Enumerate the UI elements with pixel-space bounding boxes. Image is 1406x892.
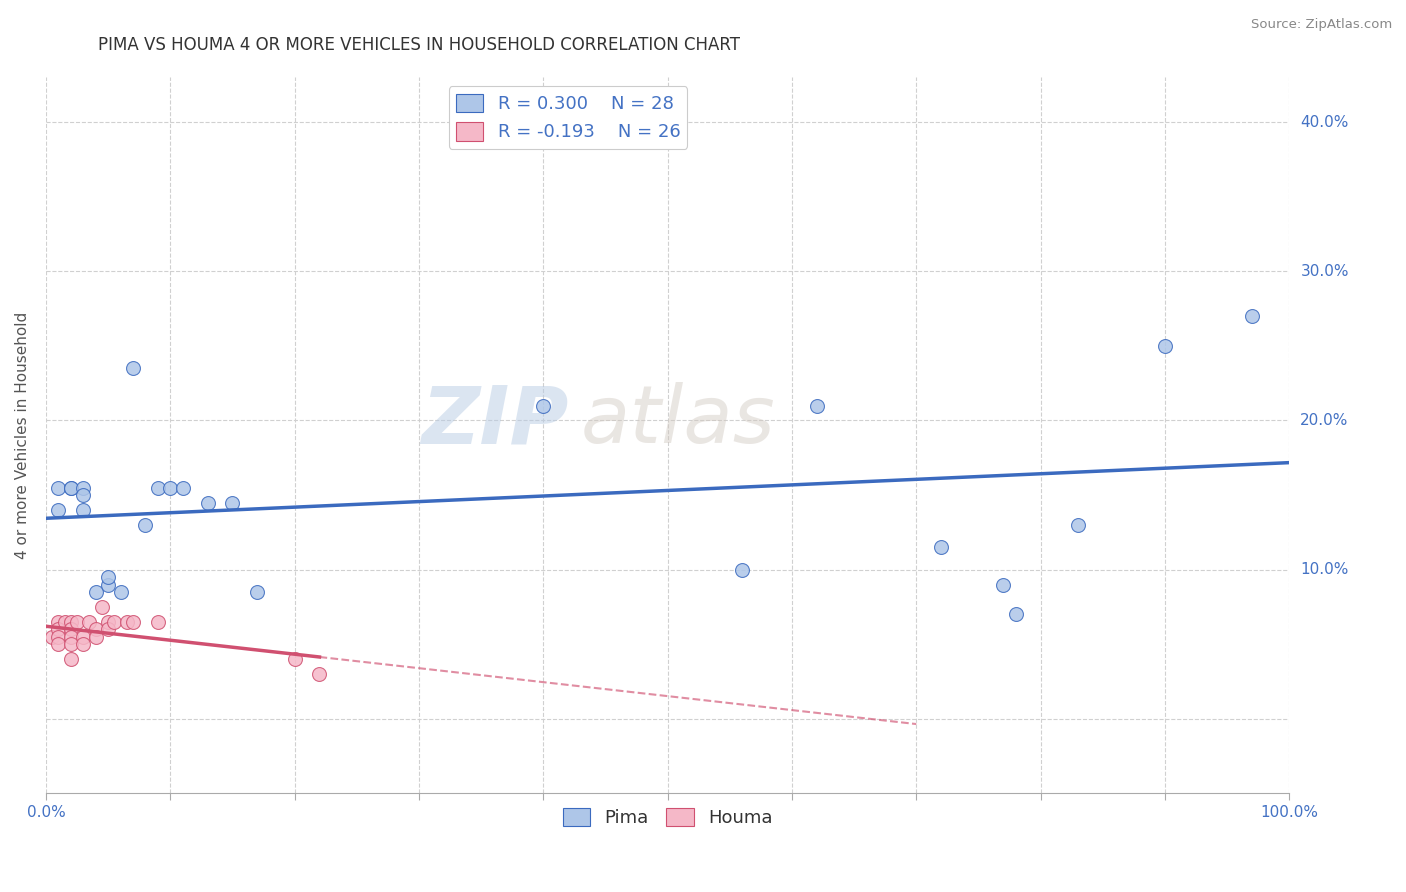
Point xyxy=(59,652,82,666)
Point xyxy=(159,481,181,495)
Point xyxy=(221,495,243,509)
Text: PIMA VS HOUMA 4 OR MORE VEHICLES IN HOUSEHOLD CORRELATION CHART: PIMA VS HOUMA 4 OR MORE VEHICLES IN HOUS… xyxy=(98,36,741,54)
Y-axis label: 4 or more Vehicles in Household: 4 or more Vehicles in Household xyxy=(15,312,30,559)
Point xyxy=(929,541,952,555)
Point xyxy=(41,630,63,644)
Point xyxy=(197,495,219,509)
Point xyxy=(172,481,194,495)
Point xyxy=(48,481,70,495)
Point xyxy=(72,481,94,495)
Point xyxy=(84,622,107,636)
Point xyxy=(134,517,156,532)
Point xyxy=(48,622,70,636)
Point xyxy=(115,615,138,629)
Point xyxy=(72,488,94,502)
Point xyxy=(72,637,94,651)
Text: Source: ZipAtlas.com: Source: ZipAtlas.com xyxy=(1251,18,1392,31)
Text: 30.0%: 30.0% xyxy=(1301,264,1348,279)
Point xyxy=(59,630,82,644)
Text: 10.0%: 10.0% xyxy=(1301,562,1348,577)
Point xyxy=(731,563,754,577)
Point xyxy=(97,615,120,629)
Point xyxy=(146,481,169,495)
Point xyxy=(110,585,132,599)
Point xyxy=(59,637,82,651)
Point xyxy=(97,570,120,584)
Point xyxy=(122,615,145,629)
Point xyxy=(72,630,94,644)
Point xyxy=(59,481,82,495)
Point xyxy=(72,503,94,517)
Point xyxy=(531,399,554,413)
Text: ZIP: ZIP xyxy=(420,382,568,460)
Point xyxy=(146,615,169,629)
Point xyxy=(1240,309,1263,323)
Text: atlas: atlas xyxy=(581,382,775,460)
Point xyxy=(122,361,145,376)
Point xyxy=(993,577,1015,591)
Point xyxy=(97,577,120,591)
Point xyxy=(53,615,76,629)
Point xyxy=(1154,339,1177,353)
Point xyxy=(90,599,112,614)
Point xyxy=(66,615,89,629)
Point xyxy=(48,630,70,644)
Legend: Pima, Houma: Pima, Houma xyxy=(555,801,780,834)
Point xyxy=(806,399,828,413)
Text: 40.0%: 40.0% xyxy=(1301,115,1348,129)
Point xyxy=(84,585,107,599)
Point xyxy=(79,615,101,629)
Point xyxy=(1067,517,1090,532)
Point xyxy=(48,503,70,517)
Point xyxy=(246,585,269,599)
Point xyxy=(1004,607,1026,622)
Point xyxy=(84,630,107,644)
Point xyxy=(308,667,330,681)
Point xyxy=(284,652,307,666)
Point xyxy=(59,622,82,636)
Point xyxy=(103,615,125,629)
Text: 20.0%: 20.0% xyxy=(1301,413,1348,428)
Point xyxy=(97,622,120,636)
Point xyxy=(48,615,70,629)
Point xyxy=(48,637,70,651)
Point xyxy=(59,615,82,629)
Point xyxy=(59,481,82,495)
